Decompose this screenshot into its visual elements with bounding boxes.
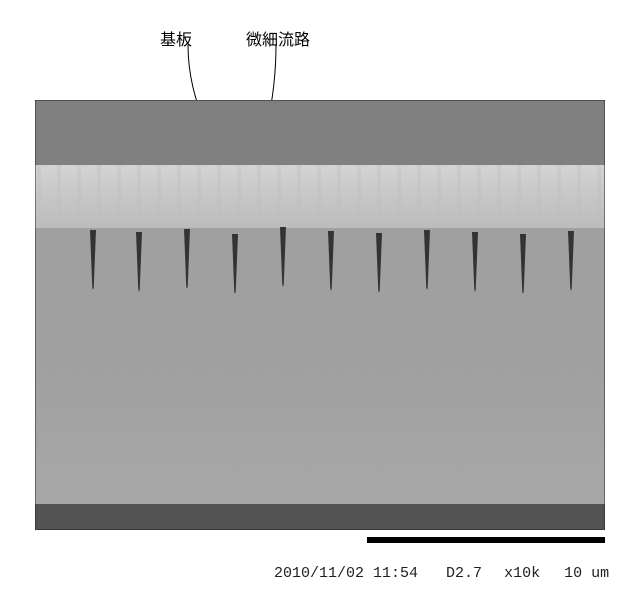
sem-micrograph: [35, 100, 605, 530]
status-magnification: x10k: [504, 565, 540, 582]
status-scale-label: 10 um: [564, 565, 609, 582]
page-root: 基板 微細流路 2010/11/02 11:54D2.7x1: [0, 0, 640, 600]
sem-svg: [35, 100, 605, 530]
status-datetime: 2010/11/02 11:54: [274, 565, 418, 582]
status-detector: D2.7: [446, 565, 482, 582]
status-line: 2010/11/02 11:54 D2.7 x10k 10 um: [238, 548, 609, 599]
scale-bar: [367, 537, 605, 543]
